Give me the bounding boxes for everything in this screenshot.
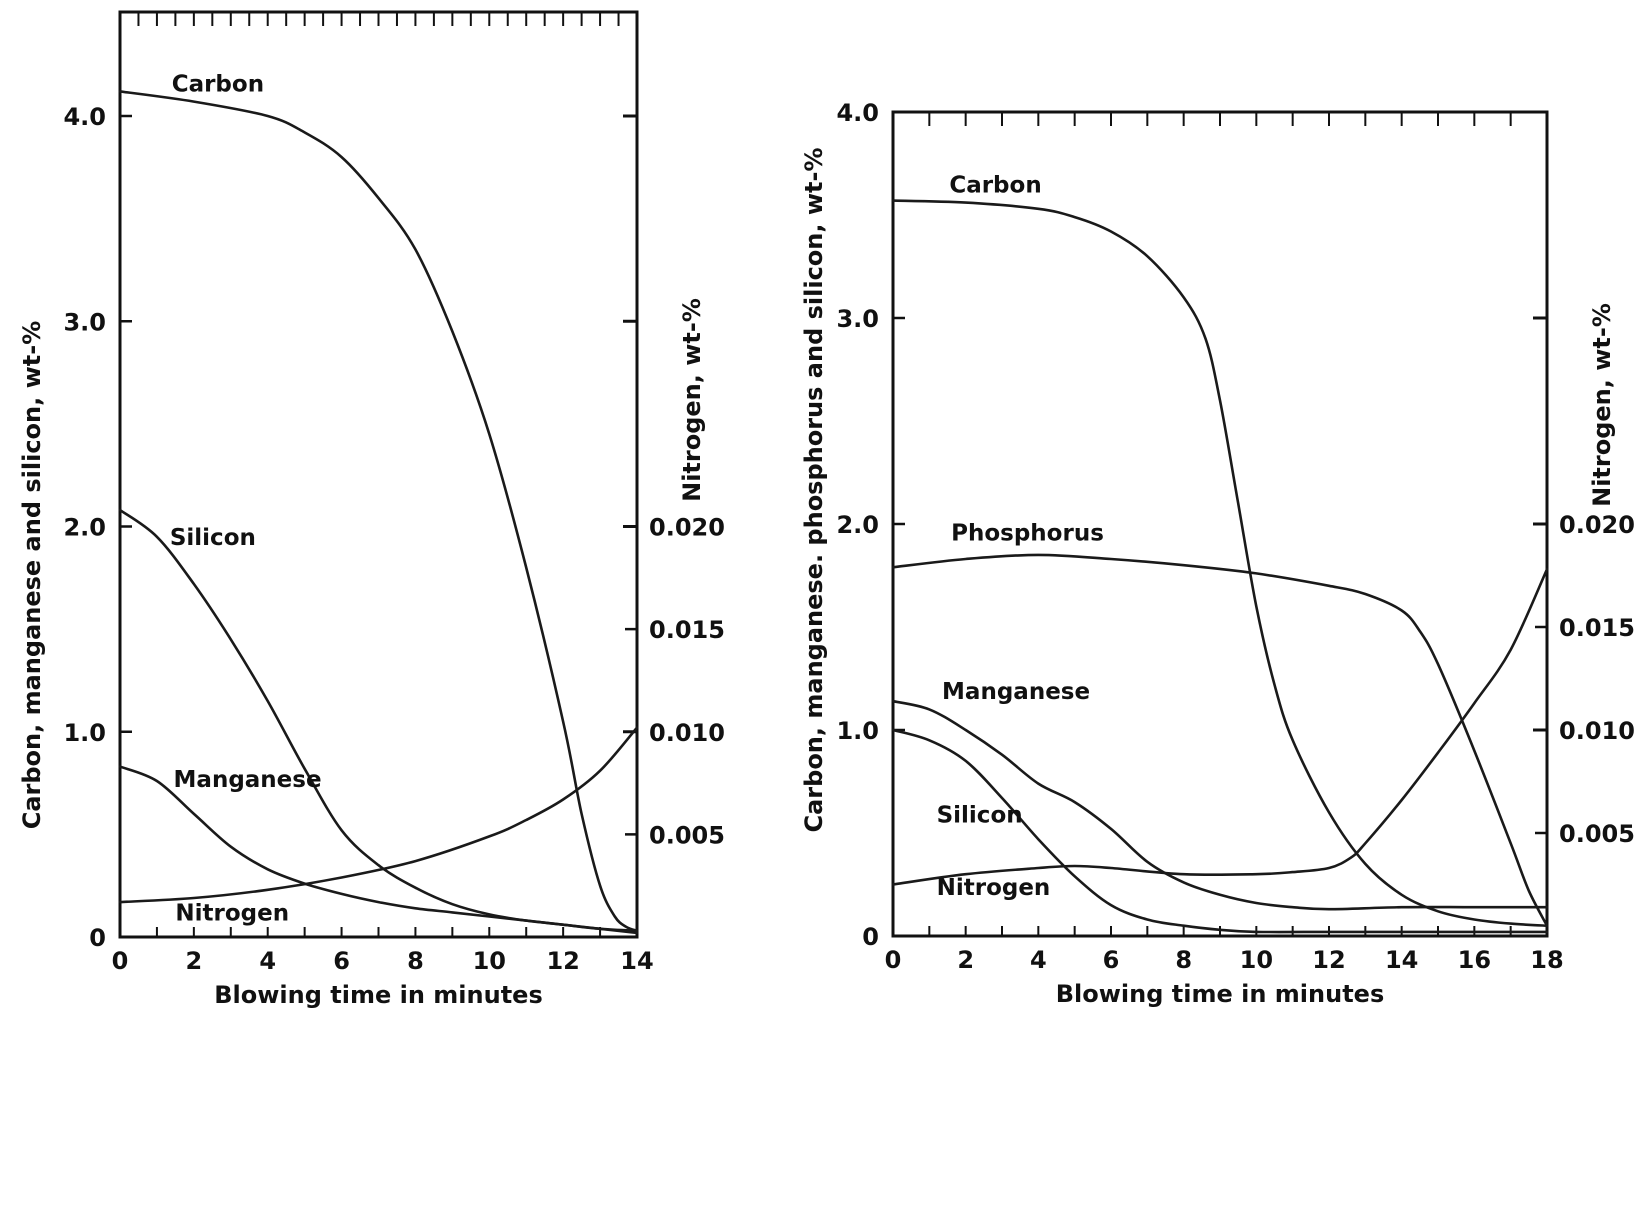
y-tick-label: 0 — [89, 924, 106, 952]
y2-tick-label: 0.020 — [1559, 511, 1635, 539]
y2-axis-title: Nitrogen, wt-% — [678, 298, 706, 502]
series-line-manganese — [891, 699, 1549, 911]
curve-label-carbon: Carbon — [949, 172, 1041, 198]
x-tick-label: 8 — [1175, 946, 1192, 974]
y2-tick-label: 0.005 — [1559, 820, 1635, 848]
x-tick-label: 2 — [957, 946, 974, 974]
y-axis-title: Carbon, manganese. phosphorus and silico… — [800, 148, 828, 833]
x-tick-label: 4 — [1030, 946, 1047, 974]
y-tick-label: 0 — [862, 923, 879, 951]
x-tick-label: 2 — [186, 947, 203, 975]
curve-label-carbon: Carbon — [172, 71, 264, 97]
y-axis-title: Carbon, manganese and silicon, wt-% — [18, 321, 46, 830]
x-tick-label: 6 — [333, 947, 350, 975]
y-tick-label: 4.0 — [836, 99, 879, 127]
x-axis-title: Blowing time in minutes — [214, 981, 542, 1009]
y-tick-label: 1.0 — [836, 717, 879, 745]
y-tick-label: 2.0 — [836, 511, 879, 539]
series-line-manganese — [118, 765, 639, 933]
y-tick-label: 3.0 — [63, 308, 106, 336]
curve-label-phosphorus: Phosphorus — [951, 520, 1104, 546]
curve-label-manganese: Manganese — [174, 767, 322, 793]
y-tick-label: 1.0 — [63, 719, 106, 747]
curve-label-nitrogen: Nitrogen — [937, 875, 1051, 901]
x-tick-label: 12 — [1312, 946, 1345, 974]
x-tick-label: 18 — [1530, 946, 1563, 974]
y-tick-label: 4.0 — [63, 103, 106, 131]
chart-right: 0 2 4 6 8 10 12 14 16 18 0 1.0 2.0 3.0 4.0 0.005 0.010 0.… — [800, 99, 1635, 1008]
series-line-phosphorus — [891, 553, 1549, 927]
curve-label-silicon: Silicon — [170, 525, 256, 551]
y2-tick-label: 0.015 — [649, 616, 725, 644]
y2-tick-label: 0.010 — [649, 719, 725, 747]
y2-tick-label: 0.010 — [1559, 717, 1635, 745]
x-tick-label: 4 — [259, 947, 276, 975]
x-tick-label: 12 — [546, 947, 579, 975]
y-tick-label: 3.0 — [836, 305, 879, 333]
series-line-nitrogen — [891, 568, 1549, 886]
x-tick-label: 14 — [1385, 946, 1418, 974]
x-axis-title: Blowing time in minutes — [1056, 980, 1384, 1008]
curve-label-nitrogen: Nitrogen — [175, 901, 289, 927]
x-tick-label: 8 — [407, 947, 424, 975]
series-line-silicon — [891, 728, 1549, 934]
chart-left: 0 2 4 6 8 10 12 14 0 1.0 2.0 3.0 4.0 0.005 0.010 0.015 0… — [18, 10, 725, 1009]
x-tick-label: 0 — [112, 947, 129, 975]
y-tick-label: 2.0 — [63, 514, 106, 542]
y2-tick-label: 0.005 — [649, 821, 725, 849]
curve-label-silicon: Silicon — [937, 803, 1023, 829]
series-line-carbon — [118, 90, 639, 933]
y2-tick-label: 0.015 — [1559, 614, 1635, 642]
x-tick-label: 0 — [885, 946, 902, 974]
x-tick-label: 10 — [1240, 946, 1273, 974]
x-tick-label: 6 — [1103, 946, 1120, 974]
y2-axis-title: Nitrogen, wt-% — [1588, 303, 1616, 507]
curve-label-manganese: Manganese — [942, 679, 1090, 705]
x-tick-label: 16 — [1458, 946, 1491, 974]
x-tick-label: 14 — [620, 947, 653, 975]
y2-tick-label: 0.020 — [649, 514, 725, 542]
x-tick-label: 10 — [473, 947, 506, 975]
series-line-nitrogen — [118, 726, 639, 904]
